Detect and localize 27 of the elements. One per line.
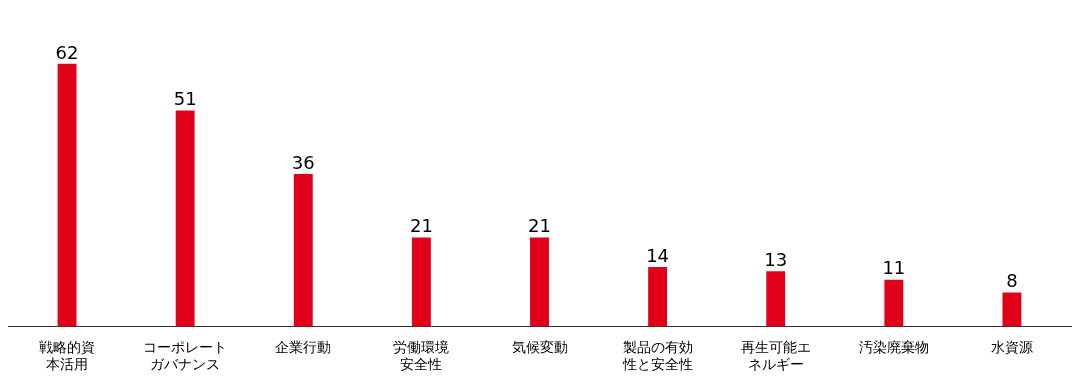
x-tick-label: 水資源: [990, 339, 1033, 356]
data-label: 21: [528, 215, 551, 237]
x-tick-label: 汚染廃棄物: [858, 339, 929, 356]
data-label: 13: [764, 249, 788, 271]
bar: [648, 267, 668, 327]
bar: [1002, 292, 1022, 327]
bar: [884, 279, 904, 327]
data-label: 21: [409, 215, 433, 237]
data-label: 62: [55, 41, 79, 63]
bar: [411, 237, 431, 327]
bar: [766, 271, 786, 327]
x-tick-label: 再生可能エネルギー: [740, 339, 811, 373]
x-tick-label: 労働環境安全性: [393, 339, 450, 373]
x-tick-label: 戦略的資本活用: [39, 339, 96, 373]
data-label: 51: [173, 88, 197, 110]
x-tick-label: 企業行動: [275, 339, 332, 356]
bar: [530, 237, 549, 327]
x-tick-label: コーポレートガバナンス: [143, 339, 228, 373]
data-label: 36: [291, 151, 315, 173]
data-label: 11: [882, 257, 906, 279]
data-label: 14: [646, 244, 670, 266]
x-tick-label: 気候変動: [511, 339, 568, 356]
bar: [175, 110, 195, 327]
bar: [57, 63, 77, 327]
x-tick-label: 製品の有効性と安全性: [621, 339, 693, 373]
data-label: 8: [1006, 270, 1018, 292]
bar: [293, 173, 313, 327]
